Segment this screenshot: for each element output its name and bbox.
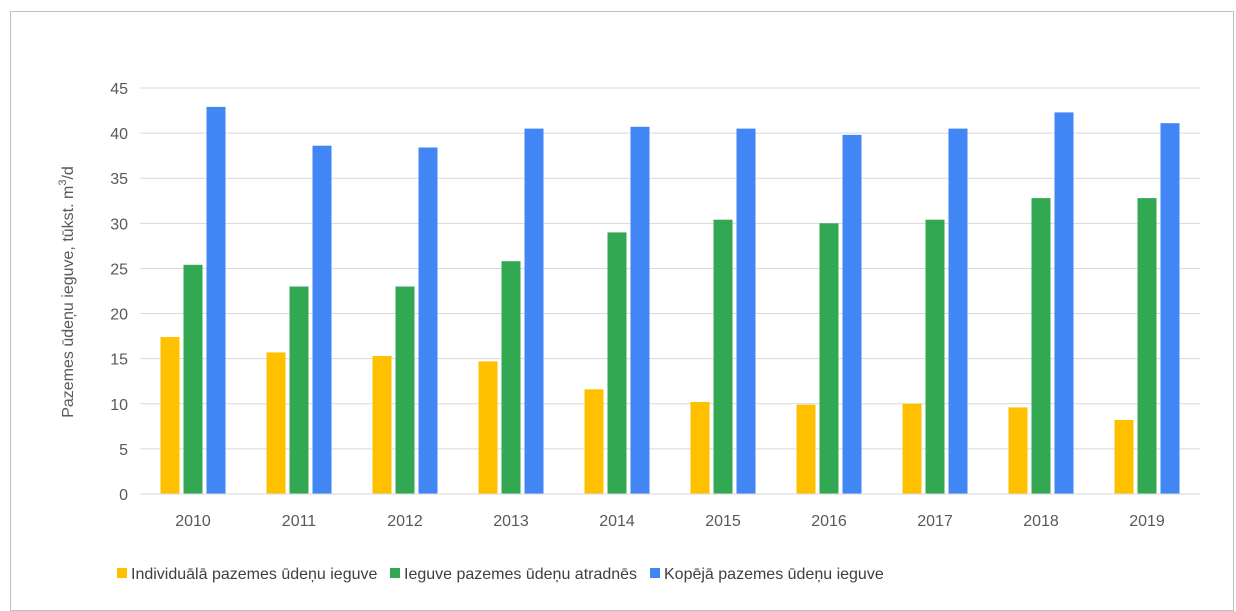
bar-series-2 [183,264,203,494]
bar-series-2 [713,219,733,494]
bar-series-1 [902,403,922,494]
bar-series-3 [312,145,332,494]
legend-swatch [650,568,660,578]
legend-label: Ieguve pazemes ūdeņu atradnēs [404,566,637,583]
bar-series-2 [395,286,415,494]
legend-label: Individuālā pazemes ūdeņu ieguve [131,566,378,583]
x-tick-label: 2019 [1129,513,1165,530]
bars [160,106,1180,495]
y-tick-label: 15 [110,352,128,369]
bar-series-1 [584,389,604,494]
bar-series-2 [289,286,309,494]
bar-series-3 [524,128,544,494]
bar-series-2 [1137,198,1157,494]
legend-swatch [390,568,400,578]
bar-series-3 [630,126,650,495]
y-axis-title-main: Pazemes ūdeņu ieguve, tūkst. m [60,186,77,418]
y-axis-title-superscript: 3 [57,180,69,186]
bar-series-2 [819,223,839,495]
bar-series-2 [1031,198,1051,494]
y-tick-label: 30 [110,216,128,233]
x-tick-label: 2011 [282,513,317,530]
legend: Individuālā pazemes ūdeņu ieguve Ieguve p… [117,566,884,583]
y-tick-label: 5 [119,442,128,459]
x-tick-label: 2012 [387,513,423,530]
bar-series-1 [796,404,816,494]
x-tick-label: 2018 [1023,513,1059,530]
y-tick-label: 40 [110,126,128,143]
bar-series-3 [948,128,968,494]
bar-series-3 [736,128,756,494]
y-tick-label: 0 [119,487,128,504]
bar-series-2 [501,261,521,494]
legend-swatch [117,568,127,578]
bar-series-1 [266,352,286,494]
bar-series-3 [1054,112,1074,495]
x-axis-ticks: 2010 2011 2012 2013 2014 2015 2016 2017 2018 2019 [175,513,1165,530]
y-axis-title-tail: /d [60,166,77,179]
x-tick-label: 2016 [811,513,847,530]
bar-series-1 [372,356,392,494]
x-tick-label: 2015 [705,513,741,530]
bar-series-1 [160,337,180,494]
bar-series-3 [206,106,226,495]
bar-series-1 [1008,407,1028,494]
bar-series-3 [1160,123,1180,494]
bar-series-1 [478,361,498,494]
x-tick-label: 2013 [493,513,529,530]
x-tick-label: 2017 [917,513,953,530]
y-tick-label: 25 [110,261,128,278]
legend-label: Kopējā pazemes ūdeņu ieguve [664,566,884,583]
y-tick-label: 45 [110,81,128,98]
bar-series-2 [607,232,627,494]
bar-series-1 [1114,420,1134,494]
y-tick-label: 10 [110,397,128,414]
bar-series-1 [690,402,710,494]
bar-series-2 [925,219,945,494]
x-tick-label: 2014 [599,513,635,530]
bar-series-3 [418,147,438,494]
y-axis-title: Pazemes ūdeņu ieguve, tūkst. m3/d [57,166,77,418]
bar-series-3 [842,134,862,494]
y-tick-label: 35 [110,171,128,188]
y-tick-label: 20 [110,307,128,324]
y-axis-ticks: 0 5 10 15 20 25 30 35 40 45 [110,81,128,504]
x-tick-label: 2010 [175,513,211,530]
